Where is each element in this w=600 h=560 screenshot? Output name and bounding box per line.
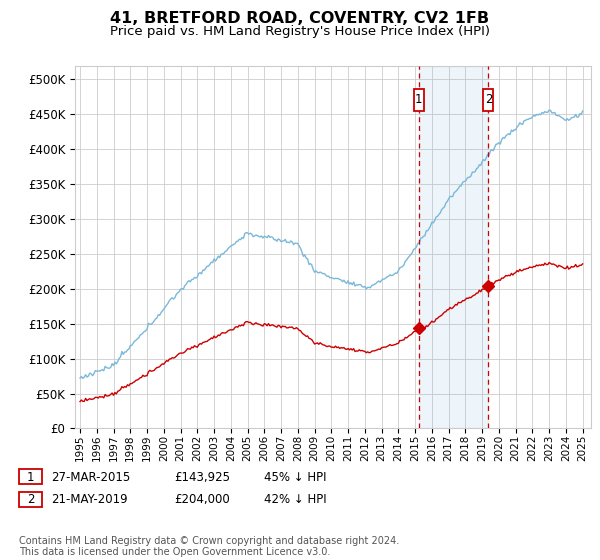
- Text: Contains HM Land Registry data © Crown copyright and database right 2024.
This d: Contains HM Land Registry data © Crown c…: [19, 535, 400, 557]
- Text: 27-MAR-2015: 27-MAR-2015: [51, 470, 130, 484]
- Text: 41, BRETFORD ROAD, COVENTRY, CV2 1FB: 41, BRETFORD ROAD, COVENTRY, CV2 1FB: [110, 11, 490, 26]
- Text: 2: 2: [485, 93, 492, 106]
- Text: £204,000: £204,000: [174, 493, 230, 506]
- Bar: [419, 66, 488, 428]
- Text: 1: 1: [27, 470, 34, 484]
- Text: 21-MAY-2019: 21-MAY-2019: [51, 493, 128, 506]
- Text: 2: 2: [27, 493, 34, 506]
- Text: 42% ↓ HPI: 42% ↓ HPI: [264, 493, 326, 506]
- Text: £143,925: £143,925: [174, 470, 230, 484]
- FancyBboxPatch shape: [414, 88, 424, 111]
- Text: Price paid vs. HM Land Registry's House Price Index (HPI): Price paid vs. HM Land Registry's House …: [110, 25, 490, 38]
- Text: 1: 1: [415, 93, 422, 106]
- FancyBboxPatch shape: [484, 88, 493, 111]
- Text: 45% ↓ HPI: 45% ↓ HPI: [264, 470, 326, 484]
